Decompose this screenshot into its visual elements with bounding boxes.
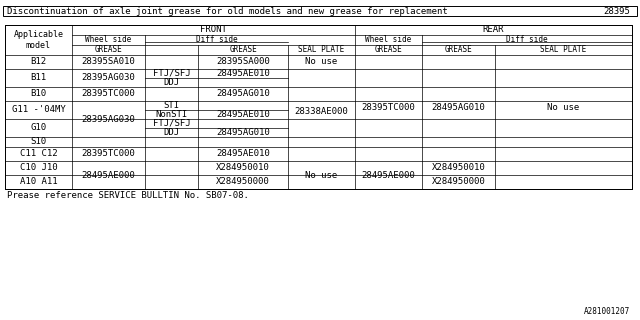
Text: B11: B11 — [31, 74, 47, 83]
Text: 28395SA000: 28395SA000 — [216, 58, 270, 67]
Text: SEAL PLATE: SEAL PLATE — [298, 45, 344, 54]
Text: 28495AG010: 28495AG010 — [216, 128, 270, 137]
Bar — [3, 6, 637, 16]
Text: No use: No use — [305, 58, 338, 67]
Text: GREASE: GREASE — [374, 45, 403, 54]
Bar — [5, 25, 632, 189]
Text: SEAL PLATE: SEAL PLATE — [540, 45, 587, 54]
Text: Wheel side: Wheel side — [85, 36, 132, 44]
Text: DDJ: DDJ — [163, 128, 180, 137]
Text: C10 J10: C10 J10 — [20, 164, 58, 172]
Text: 28495AE010: 28495AE010 — [216, 149, 270, 158]
Text: FTJ/SFJ: FTJ/SFJ — [153, 69, 190, 78]
Text: FTJ/SFJ: FTJ/SFJ — [153, 119, 190, 128]
Text: 28395AG030: 28395AG030 — [82, 74, 136, 83]
Text: Wheel side: Wheel side — [365, 36, 412, 44]
Text: 28495AG010: 28495AG010 — [216, 90, 270, 99]
Text: Prease reference SERVICE BULLTIN No. SB07-08.: Prease reference SERVICE BULLTIN No. SB0… — [7, 191, 249, 201]
Text: C11 C12: C11 C12 — [20, 149, 58, 158]
Text: 28395SA010: 28395SA010 — [82, 58, 136, 67]
Text: FRONT: FRONT — [200, 26, 227, 35]
Text: 28495AG010: 28495AG010 — [431, 103, 485, 113]
Text: B10: B10 — [31, 90, 47, 99]
Text: Applicable
model: Applicable model — [13, 30, 63, 50]
Text: 28495AE010: 28495AE010 — [216, 110, 270, 119]
Text: X284950010: X284950010 — [431, 164, 485, 172]
Text: No use: No use — [305, 171, 338, 180]
Text: GREASE: GREASE — [229, 45, 257, 54]
Text: Discontinuation of axle joint grease for old models and new grease for replaceme: Discontinuation of axle joint grease for… — [7, 6, 448, 15]
Text: A10 A11: A10 A11 — [20, 178, 58, 187]
Text: G10: G10 — [31, 124, 47, 132]
Text: STI: STI — [163, 101, 180, 110]
Text: 28395TC000: 28395TC000 — [82, 149, 136, 158]
Text: 28395TC000: 28395TC000 — [362, 103, 415, 113]
Text: X284950010: X284950010 — [216, 164, 270, 172]
Text: GREASE: GREASE — [445, 45, 472, 54]
Text: 28338AE000: 28338AE000 — [294, 108, 348, 116]
Text: Diff side: Diff side — [196, 36, 237, 44]
Text: G11 -'04MY: G11 -'04MY — [12, 106, 65, 115]
Text: 28395AG030: 28395AG030 — [82, 115, 136, 124]
Text: A281001207: A281001207 — [584, 307, 630, 316]
Text: X284950000: X284950000 — [216, 178, 270, 187]
Text: 28395TC000: 28395TC000 — [82, 90, 136, 99]
Text: DDJ: DDJ — [163, 78, 180, 87]
Text: Diff side: Diff side — [506, 36, 548, 44]
Text: GREASE: GREASE — [95, 45, 122, 54]
Text: 28495AE000: 28495AE000 — [362, 171, 415, 180]
Text: REAR: REAR — [483, 26, 504, 35]
Text: 28495AE000: 28495AE000 — [82, 171, 136, 180]
Text: S10: S10 — [31, 138, 47, 147]
Text: B12: B12 — [31, 58, 47, 67]
Text: 28395: 28395 — [603, 6, 630, 15]
Text: No use: No use — [547, 103, 580, 113]
Text: NonSTI: NonSTI — [156, 110, 188, 119]
Text: X284950000: X284950000 — [431, 178, 485, 187]
Text: 28495AE010: 28495AE010 — [216, 69, 270, 78]
